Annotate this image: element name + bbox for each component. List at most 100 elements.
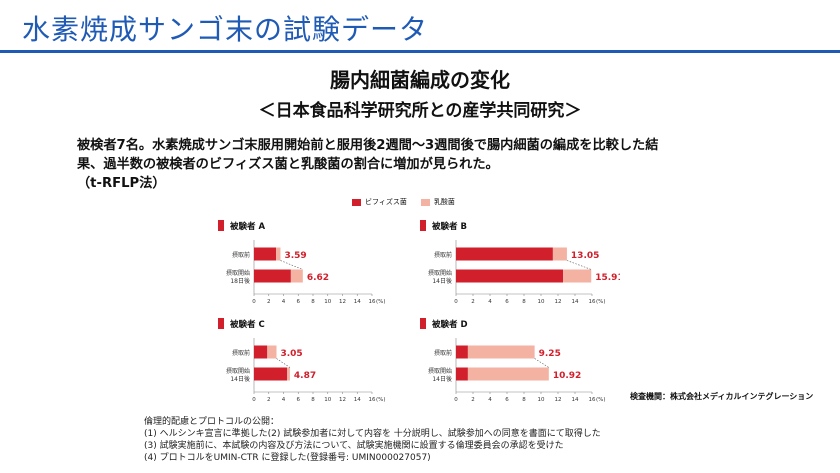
subject-title: 被験者 D [432, 319, 468, 330]
bar-bifidobacteria [456, 269, 564, 283]
x-tick-label: 10 [324, 299, 331, 305]
connector-line [566, 260, 592, 270]
bar-lactobacilli [267, 345, 277, 359]
subject-title: 被験者 B [432, 221, 467, 232]
x-tick-label: 2 [471, 397, 475, 403]
legend-label: 乳酸菌 [433, 198, 455, 206]
x-tick-label: 0 [252, 299, 256, 305]
category-label: 摂取開始 [428, 269, 452, 277]
subject-title: 被験者 A [230, 221, 265, 232]
header: 水素焼成サンゴ末の試験データ [0, 0, 840, 56]
x-tick-label: 10 [538, 397, 545, 403]
bar-bifidobacteria [456, 345, 468, 359]
category-label: 摂取開始 [226, 269, 250, 277]
study-description: 被検者7名。水素焼成サンゴ末服用開始前と服用後2週間～3週間後で腸内細菌の編成を… [77, 136, 777, 193]
bar-lactobacilli [552, 247, 567, 261]
category-label: 摂取前 [434, 251, 452, 259]
total-data-label: 3.59 [284, 251, 306, 261]
x-tick-label: 12 [339, 299, 346, 305]
connector-line [534, 358, 549, 368]
subject-title-marker [218, 318, 224, 329]
subject-title: 被験者 C [230, 319, 265, 330]
x-tick-label: 14 [572, 299, 579, 305]
bar-bifidobacteria [456, 367, 468, 381]
x-tick-label: 8 [311, 397, 315, 403]
bar-lactobacilli [467, 345, 535, 359]
category-label: 摂取開始 [428, 367, 452, 375]
category-label: 14日後 [432, 277, 452, 285]
category-label: 18日後 [230, 277, 250, 285]
x-tick-label: 16 [369, 397, 376, 403]
description-line: （t-RFLP法） [77, 176, 166, 191]
total-data-label: 6.62 [307, 273, 329, 283]
total-data-label: 3.05 [280, 349, 302, 359]
x-tick-label: 16 [589, 397, 596, 403]
bar-bifidobacteria [456, 247, 553, 261]
total-data-label: 10.92 [553, 371, 581, 381]
subject-title-marker [420, 220, 426, 231]
connector-line [276, 358, 291, 368]
footer-line: (4) プロトコルをUMIN-CTR に登録した(登録番号: UMIN00002… [144, 453, 431, 463]
bar-lactobacilli [287, 367, 290, 381]
description-line: 果、過半数の被検者のビフィズス菌と乳酸菌の割合に増加が見られた。 [77, 157, 499, 172]
bar-bifidobacteria [254, 269, 291, 283]
subject-title-marker [218, 220, 224, 231]
footer-line: (3) 試験実施前に、本試験の内容及び方法について、試験実施機関に設置する倫理委… [144, 441, 564, 451]
bar-bifidobacteria [254, 247, 277, 261]
x-tick-label: 6 [505, 397, 509, 403]
bar-bifidobacteria [254, 367, 288, 381]
legend-item-lactobacilli: 乳酸菌 [420, 197, 455, 207]
page-title: 水素焼成サンゴ末の試験データ [22, 13, 429, 46]
x-tick-label: 6 [297, 299, 301, 305]
x-tick-label: 0 [252, 397, 256, 403]
total-data-label: 15.91 [595, 273, 620, 283]
bar-lactobacilli [290, 269, 303, 283]
x-tick-label: 2 [267, 299, 271, 305]
bar-lactobacilli [467, 367, 549, 381]
category-label: 14日後 [230, 375, 250, 383]
x-unit-label: (%) [596, 299, 606, 305]
x-tick-label: 8 [522, 397, 526, 403]
legend-swatch [352, 198, 361, 206]
x-tick-label: 4 [488, 299, 492, 305]
x-tick-label: 4 [488, 397, 492, 403]
x-unit-label: (%) [376, 299, 386, 305]
bar-lactobacilli [563, 269, 592, 283]
x-tick-label: 16 [369, 299, 376, 305]
x-tick-label: 12 [555, 299, 562, 305]
x-tick-label: 10 [324, 397, 331, 403]
connector-line [280, 260, 303, 270]
x-tick-label: 6 [297, 397, 301, 403]
x-tick-label: 14 [354, 397, 361, 403]
total-data-label: 9.25 [539, 349, 561, 359]
legend-swatch [420, 198, 430, 206]
x-tick-label: 8 [311, 299, 315, 305]
x-tick-label: 14 [354, 299, 361, 305]
x-tick-label: 16 [589, 299, 596, 305]
x-tick-label: 2 [471, 299, 475, 305]
category-label: 摂取前 [232, 251, 250, 259]
footer-line: (1) ヘルシンキ宣言に準拠した(2) 試験参加者に対して内容を 十分説明し、試… [144, 429, 601, 439]
total-data-label: 4.87 [294, 371, 316, 381]
ethics-notes: 倫理的配慮とプロトコルの公開： (1) ヘルシンキ宣言に準拠した(2) 試験参加… [144, 416, 601, 464]
x-tick-label: 0 [454, 299, 458, 305]
inspection-agency: 検査機関：株式会社メディカルインテグレーション [630, 392, 814, 401]
x-tick-label: 8 [522, 299, 526, 305]
legend-label: ビフィズス菌 [365, 198, 407, 206]
category-label: 14日後 [432, 375, 452, 383]
x-unit-label: (%) [596, 397, 606, 403]
x-tick-label: 10 [538, 299, 545, 305]
bar-lactobacilli [276, 247, 281, 261]
x-tick-label: 12 [555, 397, 562, 403]
x-tick-label: 2 [267, 397, 271, 403]
footer-line: 倫理的配慮とプロトコルの公開： [144, 417, 280, 427]
header-rule [0, 50, 840, 53]
total-data-label: 13.05 [571, 251, 599, 261]
x-tick-label: 6 [505, 299, 509, 305]
chart-legend: ビフィズス菌 乳酸菌 [352, 196, 455, 208]
x-tick-label: 4 [282, 397, 286, 403]
